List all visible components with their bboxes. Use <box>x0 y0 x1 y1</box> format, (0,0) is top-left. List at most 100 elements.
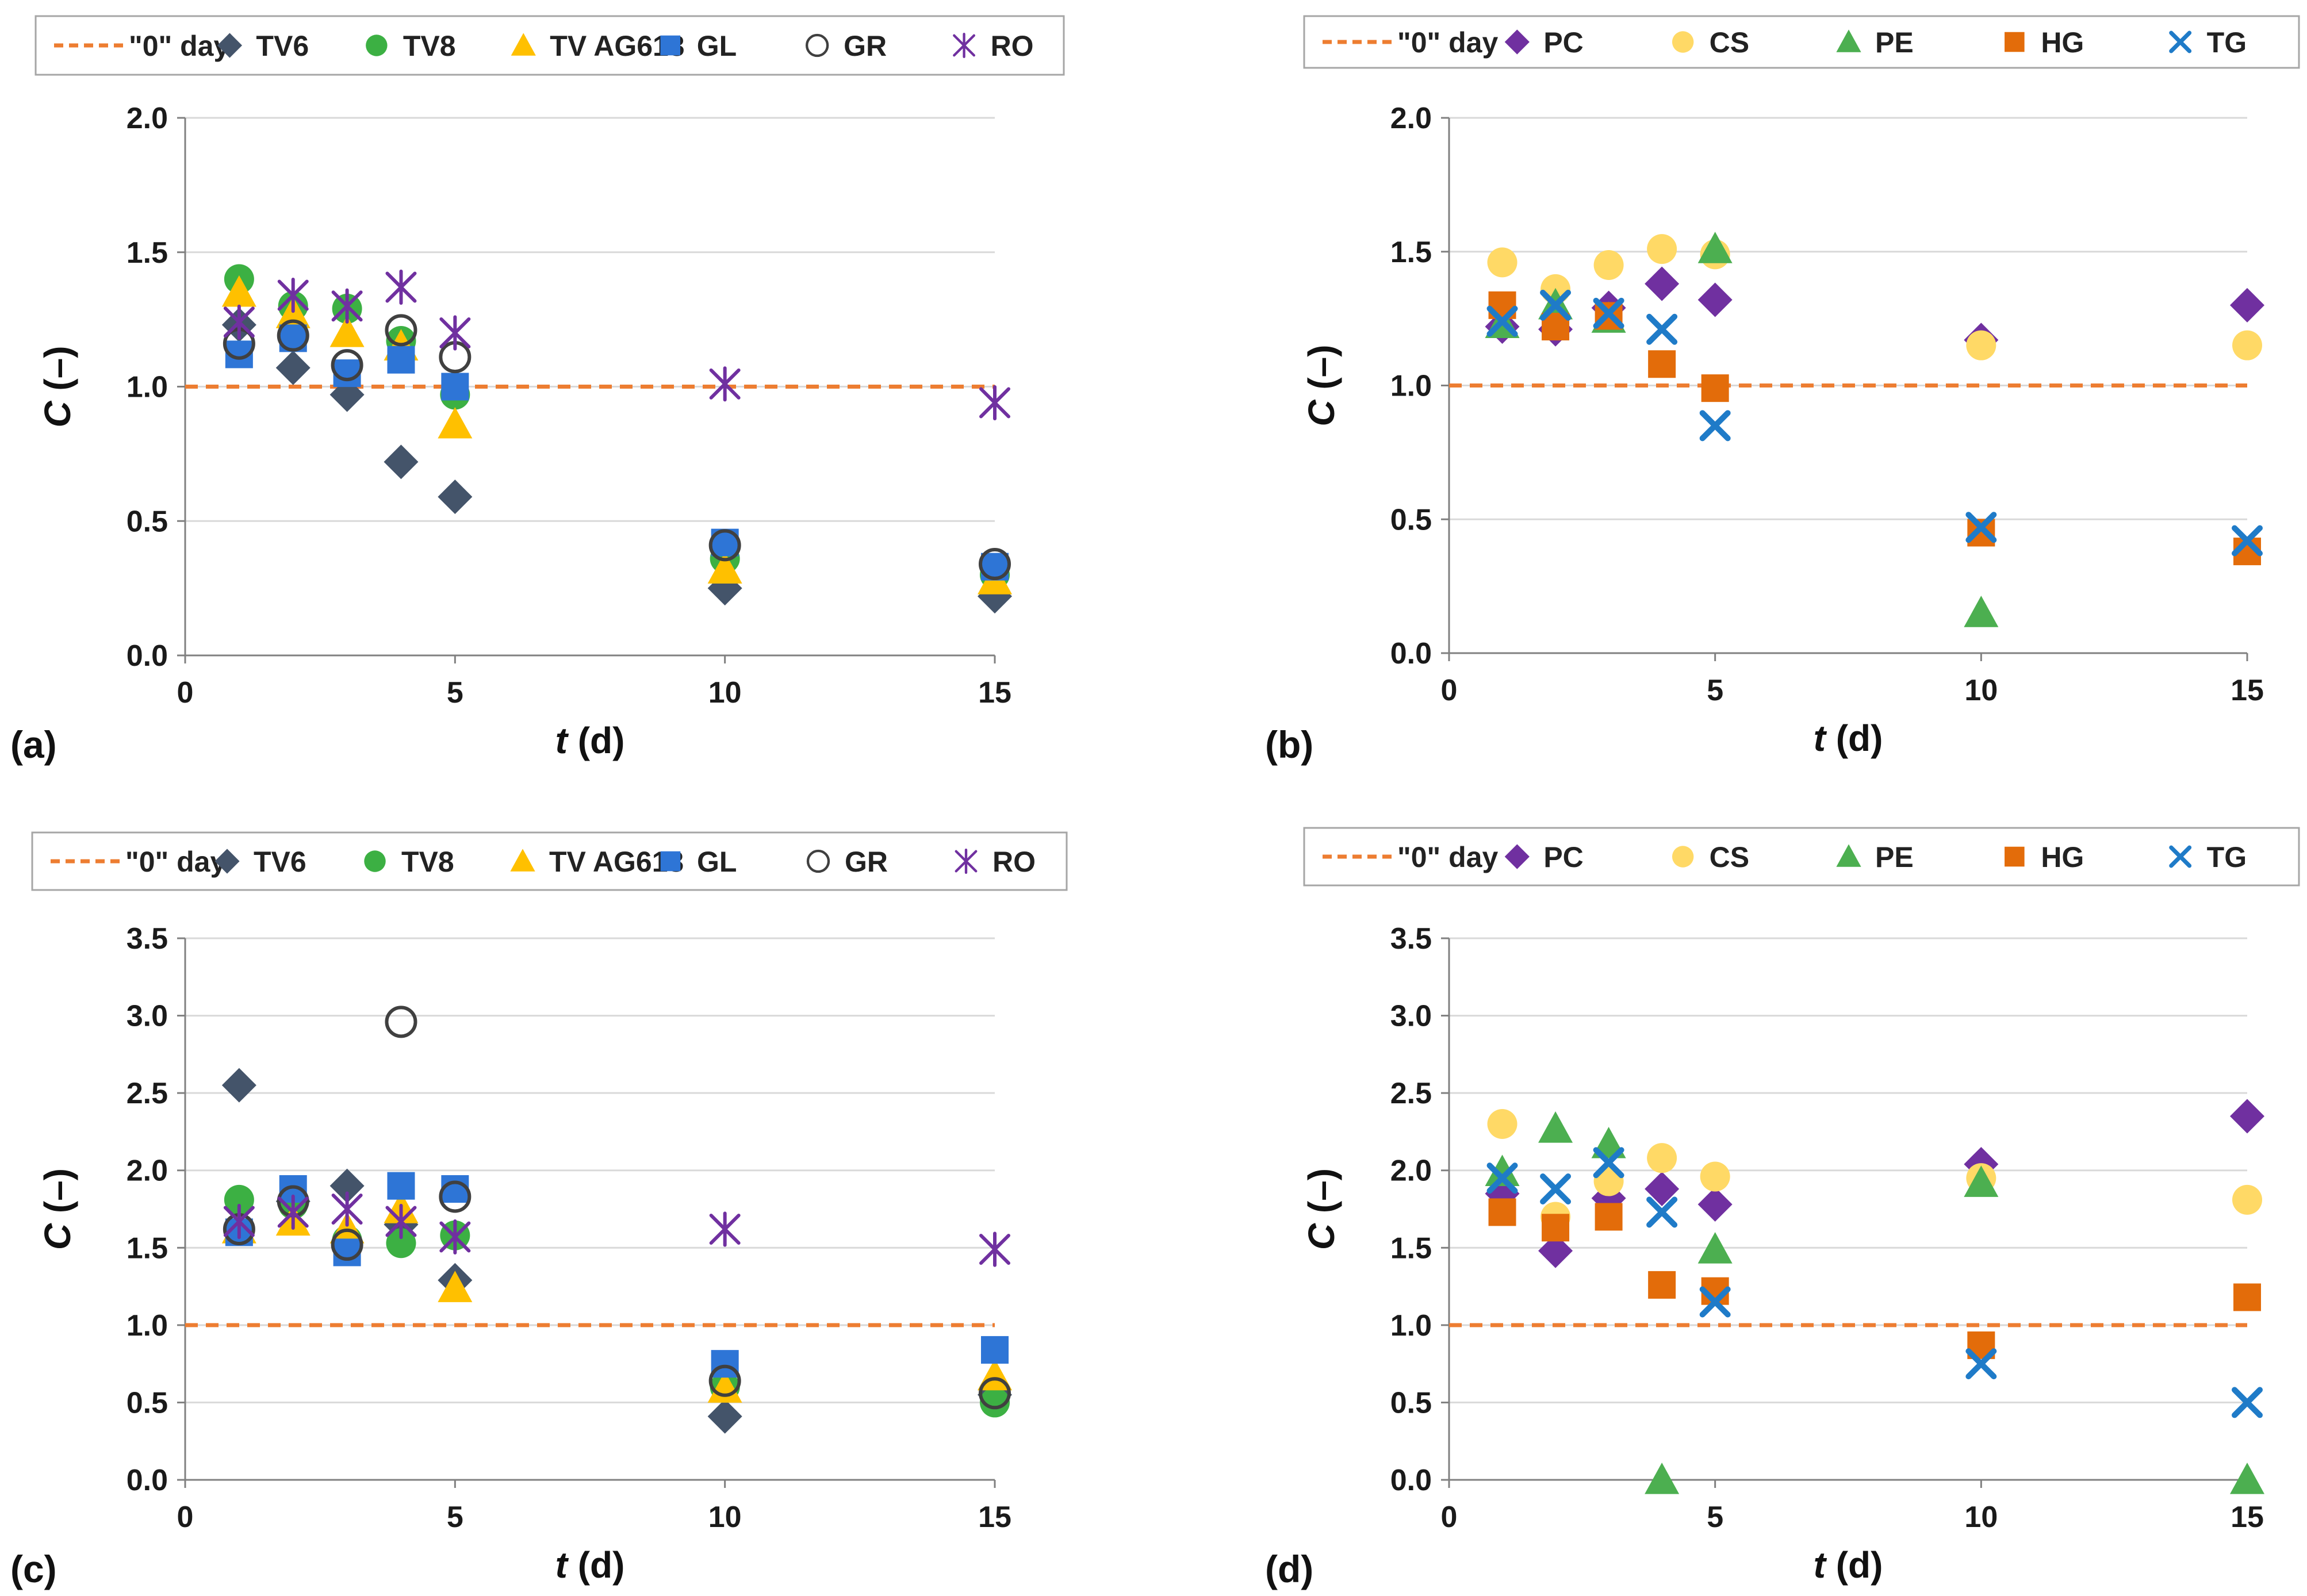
data-point <box>224 1184 254 1215</box>
y-axis-label: C (–) <box>37 346 78 427</box>
data-point <box>1593 1147 1624 1179</box>
legend-swatch <box>2005 32 2025 52</box>
legend-label: CS <box>1710 841 1749 873</box>
legend-label: TV6 <box>254 846 306 878</box>
data-point <box>1701 374 1729 402</box>
legend-label: PC <box>1543 841 1583 873</box>
legend-item: TV6 <box>214 846 306 878</box>
data-point <box>329 1211 365 1244</box>
legend-label: GL <box>697 30 737 62</box>
x-tick-label: 5 <box>447 1501 463 1534</box>
legend-item: TG <box>2169 26 2247 59</box>
series-gr <box>223 1006 1011 1410</box>
x-tick-label: 10 <box>1964 1501 1998 1534</box>
legend-label: "0" day <box>129 30 229 62</box>
data-point <box>979 1377 1011 1410</box>
x-tick-label: 10 <box>1964 674 1998 707</box>
y-tick-label: 0.0 <box>127 639 168 673</box>
legend-item: PC <box>1504 26 1584 59</box>
data-point <box>1540 1173 1572 1205</box>
data-point <box>1697 232 1733 263</box>
x-tick-label: 5 <box>1707 1501 1723 1534</box>
data-point <box>386 1228 416 1259</box>
x-tick-label: 5 <box>447 676 463 709</box>
data-point <box>1540 289 1572 321</box>
legend-label: GR <box>845 846 888 878</box>
data-point <box>708 1364 741 1397</box>
legend: "0" day TV6 TV8 TV AG613 GL GR RO <box>31 831 1068 891</box>
data-point <box>387 1172 415 1200</box>
data-point <box>1647 1143 1677 1173</box>
legend-label: CS <box>1710 26 1749 59</box>
x-tick-label: 10 <box>708 676 742 709</box>
data-point <box>1700 1161 1730 1192</box>
series-tg <box>1486 289 2263 557</box>
legend-swatch <box>806 849 830 873</box>
legend-item: CS <box>1672 26 1749 59</box>
x-tick-label: 0 <box>177 1501 194 1534</box>
data-point <box>387 346 415 374</box>
data-point <box>981 1336 1009 1364</box>
series-tg <box>1486 1147 2263 1418</box>
data-point <box>1645 1463 1680 1494</box>
legend-item: GR <box>806 846 888 878</box>
legend-label: "0" day <box>1397 841 1498 873</box>
y-axis-label: C (–) <box>37 1168 78 1250</box>
chart-panel-1: 0.0 0.5 1.0 1.5 2.0 0 5 10 15 t (d) C (–) "0" day TV… <box>10 15 1065 766</box>
legend-label: PE <box>1875 26 1914 59</box>
legend-label: TV8 <box>403 30 456 62</box>
legend-swatch <box>660 851 681 872</box>
legend-item: TV6 <box>217 30 309 62</box>
legend-label: PE <box>1875 841 1914 873</box>
data-point <box>329 1168 365 1203</box>
data-point <box>275 350 311 385</box>
y-tick-label: 2.0 <box>127 102 168 135</box>
data-point <box>2230 1463 2264 1494</box>
data-point <box>1648 350 1676 378</box>
y-tick-label: 2.0 <box>1390 1154 1432 1188</box>
legend-item: TV8 <box>366 30 456 62</box>
legend-swatch <box>366 34 388 56</box>
legend-label: GR <box>844 30 887 62</box>
legend-item: PC <box>1504 841 1584 873</box>
data-point <box>385 314 417 347</box>
data-point <box>1964 1165 1999 1197</box>
data-point <box>1648 1271 1676 1299</box>
y-tick-label: 3.0 <box>127 1000 168 1033</box>
data-point <box>439 1219 471 1255</box>
legend-label: RO <box>992 846 1036 878</box>
panel-label: (d) <box>1265 1548 1313 1590</box>
legend-swatch <box>953 32 976 59</box>
data-point <box>1487 1108 1517 1139</box>
data-point <box>1699 1286 1731 1318</box>
panel-label: (c) <box>10 1548 57 1590</box>
legend-swatch <box>214 849 240 874</box>
series-pe <box>1485 1111 2264 1494</box>
y-axis-label: C (–) <box>1301 344 1342 426</box>
legend-swatch <box>2169 30 2192 53</box>
legend-item: TG <box>2169 841 2247 873</box>
x-axis-label: t (d) <box>555 1544 625 1586</box>
legend-item: HG <box>2005 841 2084 873</box>
data-point <box>1538 1111 1573 1143</box>
panel-label: (a) <box>10 723 57 766</box>
legend-swatch <box>1836 844 1861 867</box>
data-point <box>277 319 309 352</box>
data-point <box>1647 234 1677 264</box>
legend-swatch <box>1672 846 1694 868</box>
x-tick-label: 15 <box>978 1501 1011 1534</box>
legend-label: TG <box>2207 841 2247 873</box>
x-axis-label-unit: (d) <box>568 720 625 761</box>
data-point <box>385 1006 417 1038</box>
legend-item: "0" day <box>1323 841 1498 873</box>
data-point <box>1485 1154 1520 1187</box>
y-axis-label-unit: (–) <box>37 1168 78 1223</box>
legend-label: "0" day <box>125 846 226 878</box>
data-point <box>385 1203 417 1240</box>
data-point <box>438 1271 473 1302</box>
data-point <box>1487 247 1517 278</box>
data-point <box>439 315 471 351</box>
y-tick-label: 1.5 <box>127 1231 168 1265</box>
data-point <box>1697 1187 1733 1222</box>
chart-panel-2: 0.0 0.5 1.0 1.5 2.0 0 5 10 15 t (d) C (–) "0" day PC… <box>1265 15 2300 766</box>
